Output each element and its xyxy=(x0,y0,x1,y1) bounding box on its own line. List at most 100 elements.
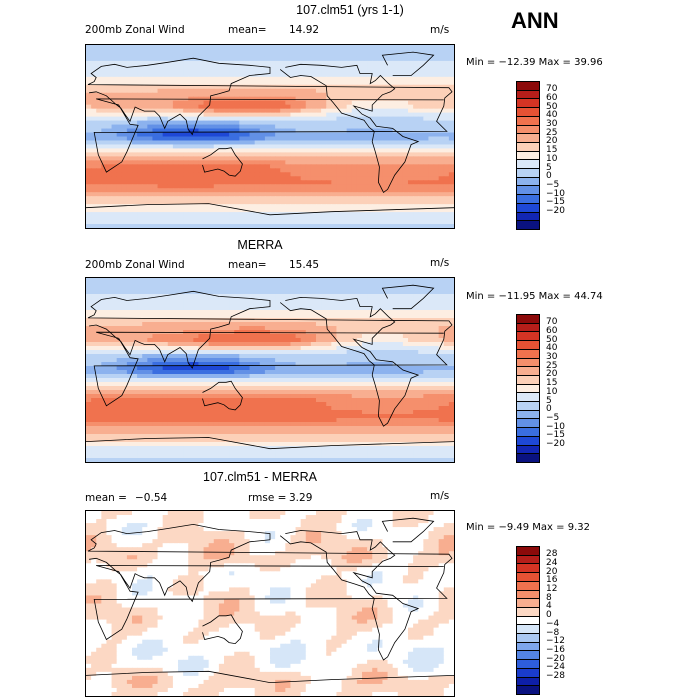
field-cell xyxy=(321,56,327,62)
field-cell xyxy=(188,45,194,50)
field-cell xyxy=(402,172,409,177)
field-cell xyxy=(428,216,435,221)
field-cell xyxy=(310,362,317,367)
field-cell xyxy=(157,302,164,307)
field-cell xyxy=(336,60,343,66)
field-cell xyxy=(249,148,256,154)
field-cell xyxy=(392,302,399,307)
field-cell xyxy=(208,88,215,94)
field-cell xyxy=(264,144,271,150)
field-cell xyxy=(341,290,348,295)
field-cell xyxy=(264,180,271,185)
field-cell xyxy=(326,322,332,327)
field-cell xyxy=(106,334,113,339)
field-cell xyxy=(152,92,159,98)
field-cell xyxy=(264,286,271,291)
field-cell xyxy=(356,112,363,118)
field-cell xyxy=(351,326,358,331)
field-cell xyxy=(91,278,97,283)
field-cell xyxy=(305,160,312,165)
field-cell xyxy=(188,362,194,367)
field-cell xyxy=(203,172,210,177)
field-cell xyxy=(280,350,286,355)
field-cell xyxy=(397,192,404,197)
field-cell xyxy=(367,100,373,106)
field-cell xyxy=(367,290,373,295)
field-cell xyxy=(121,92,128,98)
field-cell xyxy=(408,200,414,205)
field-cell xyxy=(244,306,251,311)
field-cell xyxy=(387,208,394,213)
field-cell xyxy=(142,160,148,165)
field-cell xyxy=(295,196,302,201)
field-cell xyxy=(275,84,281,90)
field-cell xyxy=(331,132,338,138)
field-cell xyxy=(86,220,92,225)
field-cell xyxy=(448,208,454,213)
field-cell xyxy=(183,350,189,355)
field-cell xyxy=(443,164,450,169)
field-cell xyxy=(418,330,424,335)
field-cell xyxy=(208,224,215,228)
field-cell xyxy=(111,116,118,122)
field-cell xyxy=(285,318,292,323)
field-cell xyxy=(111,45,118,50)
field-cell xyxy=(142,286,148,291)
field-cell xyxy=(362,92,368,98)
field-cell xyxy=(116,350,123,355)
field-cell xyxy=(213,362,220,367)
field-cell xyxy=(96,342,102,347)
field-cell xyxy=(382,100,389,106)
field-cell xyxy=(423,160,430,165)
field-cell xyxy=(321,298,327,303)
field-cell xyxy=(433,136,440,142)
field-cell xyxy=(249,136,256,142)
field-cell xyxy=(331,64,338,70)
field-cell xyxy=(285,152,292,157)
field-cell xyxy=(121,302,128,307)
field-cell xyxy=(290,160,297,165)
field-cell xyxy=(208,132,215,138)
field-cell xyxy=(254,104,261,110)
field-cell xyxy=(259,148,266,154)
field-cell xyxy=(331,176,338,181)
field-cell xyxy=(336,108,343,114)
field-cell xyxy=(346,164,353,169)
field-cell xyxy=(142,48,148,54)
field-cell xyxy=(321,196,327,201)
field-cell xyxy=(106,72,113,78)
field-cell xyxy=(341,68,348,74)
field-cell xyxy=(336,212,343,217)
field-cell xyxy=(285,294,292,299)
field-cell xyxy=(183,100,189,106)
field-cell xyxy=(172,192,179,197)
field-cell xyxy=(377,168,384,173)
field-cell xyxy=(162,278,169,283)
field-cell xyxy=(106,156,113,161)
field-cell xyxy=(280,112,286,118)
field-cell xyxy=(198,294,205,299)
field-cell xyxy=(270,322,276,327)
field-cell xyxy=(229,318,235,323)
field-cell xyxy=(213,290,220,295)
field-cell xyxy=(229,124,235,130)
field-cell xyxy=(101,124,108,130)
field-cell xyxy=(382,164,389,169)
field-cell xyxy=(234,48,240,54)
field-cell xyxy=(423,216,430,221)
field-cell xyxy=(264,80,271,86)
field-cell xyxy=(275,224,281,228)
field-cell xyxy=(157,298,164,303)
field-cell xyxy=(448,326,454,331)
field-cell xyxy=(126,120,133,126)
field-cell xyxy=(116,302,123,307)
field-cell xyxy=(172,48,179,54)
field-cell xyxy=(106,346,113,351)
field-cell xyxy=(423,294,430,299)
field-cell xyxy=(116,208,123,213)
field-cell xyxy=(239,164,246,169)
field-cell xyxy=(377,302,384,307)
field-cell xyxy=(178,152,184,157)
field-cell xyxy=(367,278,373,283)
field-cell xyxy=(270,192,276,197)
